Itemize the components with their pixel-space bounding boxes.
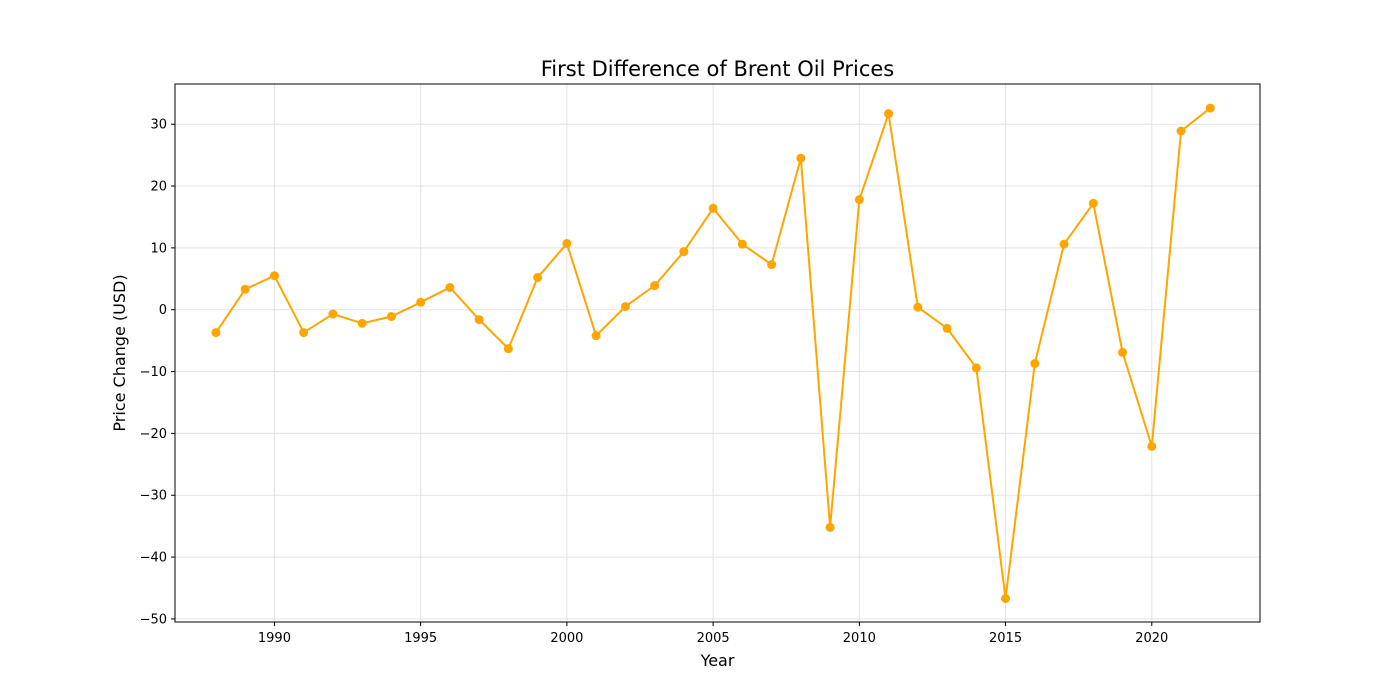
y-axis-label: Price Change (USD) (110, 274, 129, 431)
data-point (650, 281, 660, 291)
x-tick-label: 1995 (404, 631, 437, 646)
data-point (562, 239, 572, 249)
data-point (679, 247, 689, 257)
data-point (533, 273, 543, 283)
data-point (825, 522, 835, 532)
y-axis-ticks: −50 −40 −30 −20 −10 0 10 20 30 (140, 118, 175, 627)
x-tick-label: 2010 (843, 631, 876, 646)
data-point (357, 318, 367, 328)
plot-frame (174, 83, 1261, 623)
data-point (1176, 126, 1186, 136)
data-point (299, 328, 309, 338)
data-point (591, 331, 601, 341)
data-point (1059, 239, 1069, 249)
data-point (1147, 441, 1157, 451)
y-tick-label: −50 (140, 612, 167, 627)
y-tick-label: −30 (140, 489, 167, 504)
data-point (211, 328, 221, 338)
x-axis-label: Year (700, 651, 735, 670)
data-point (474, 315, 484, 325)
data-point (240, 284, 250, 294)
data-point (328, 309, 338, 319)
data-point (1001, 594, 1011, 604)
data-point (1205, 103, 1215, 113)
data-point (708, 203, 718, 213)
data-series (211, 103, 1215, 604)
data-point (796, 153, 806, 163)
y-tick-label: 20 (150, 180, 167, 195)
data-point (854, 195, 864, 205)
y-tick-label: −20 (140, 427, 167, 442)
data-point (884, 109, 894, 119)
data-point (416, 297, 426, 307)
data-point (503, 344, 513, 354)
x-tick-label: 2000 (550, 631, 583, 646)
data-point (767, 260, 777, 270)
x-tick-label: 2005 (697, 631, 730, 646)
data-point (737, 239, 747, 249)
x-tick-label: 1990 (258, 631, 291, 646)
y-tick-label: 10 (150, 241, 167, 256)
x-tick-label: 2015 (989, 631, 1022, 646)
y-tick-label: −10 (140, 365, 167, 380)
chart-title: First Difference of Brent Oil Prices (541, 57, 894, 81)
data-point (913, 302, 923, 312)
data-point (269, 271, 279, 281)
data-point (386, 312, 396, 322)
data-point (1118, 347, 1128, 357)
grid-lines (175, 84, 1260, 622)
data-point (445, 282, 455, 292)
data-point (1030, 359, 1040, 369)
y-tick-label: −40 (140, 551, 167, 566)
data-point (971, 363, 981, 373)
data-point (620, 302, 630, 312)
y-tick-label: 0 (159, 303, 167, 318)
data-point (1088, 198, 1098, 208)
y-tick-label: 30 (150, 118, 167, 133)
x-tick-label: 2020 (1135, 631, 1168, 646)
data-point (942, 323, 952, 333)
x-axis-ticks: 1990 1995 2000 2005 2010 2015 2020 (258, 622, 1168, 646)
